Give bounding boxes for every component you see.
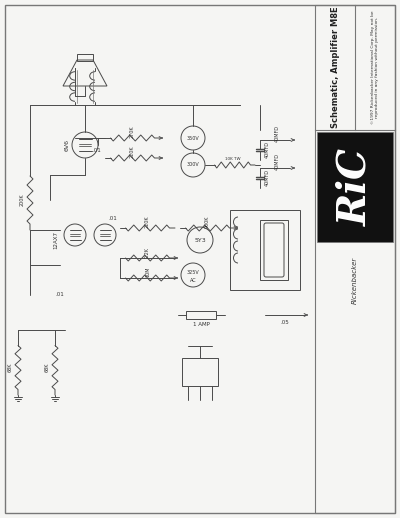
Text: 220K: 220K [145, 215, 150, 228]
Text: 1 AMP: 1 AMP [193, 322, 210, 326]
Text: 40MFD: 40MFD [264, 169, 270, 186]
Bar [186, 311, 216, 319]
Text: 200K: 200K [20, 194, 24, 206]
Text: Schematic, Amplifier M8E: Schematic, Amplifier M8E [330, 6, 340, 128]
Text: 270K: 270K [130, 126, 135, 138]
Text: RiC: RiC [336, 148, 374, 226]
Text: .01: .01 [109, 215, 117, 221]
Text: ©1997 Rickenbacker International Corp. May not be
reproduced in any fashion with: ©1997 Rickenbacker International Corp. M… [371, 10, 379, 124]
Bar [317, 132, 393, 242]
Text: 10M: 10M [145, 267, 150, 277]
Bar [230, 210, 300, 290]
Text: 900K: 900K [205, 216, 210, 228]
Text: 220K: 220K [130, 146, 135, 159]
Text: .01: .01 [93, 148, 101, 152]
Bar [182, 358, 218, 386]
Text: .01: .01 [56, 293, 64, 297]
Text: 2.2K: 2.2K [145, 247, 150, 257]
Text: Rickenbacker: Rickenbacker [352, 256, 358, 304]
Text: 5Y3: 5Y3 [194, 237, 206, 242]
Text: .05: .05 [281, 320, 289, 324]
Text: 68K: 68K [44, 363, 50, 372]
Text: 68K: 68K [8, 363, 12, 372]
Text: 325V: 325V [187, 270, 199, 276]
Text: 300V: 300V [187, 163, 199, 167]
Bar [260, 220, 288, 280]
Text: 40MFD: 40MFD [264, 141, 270, 159]
Text: 6V6: 6V6 [64, 139, 70, 151]
Bar [315, 5, 395, 513]
Text: 40MFD: 40MFD [274, 153, 280, 170]
Bar [77, 54, 93, 61]
Text: AC: AC [190, 278, 196, 282]
Text: 12AX7: 12AX7 [54, 231, 58, 249]
Text: 40MFD: 40MFD [274, 125, 280, 142]
Text: 350V: 350V [187, 136, 199, 140]
Text: 10K TW: 10K TW [225, 157, 240, 161]
